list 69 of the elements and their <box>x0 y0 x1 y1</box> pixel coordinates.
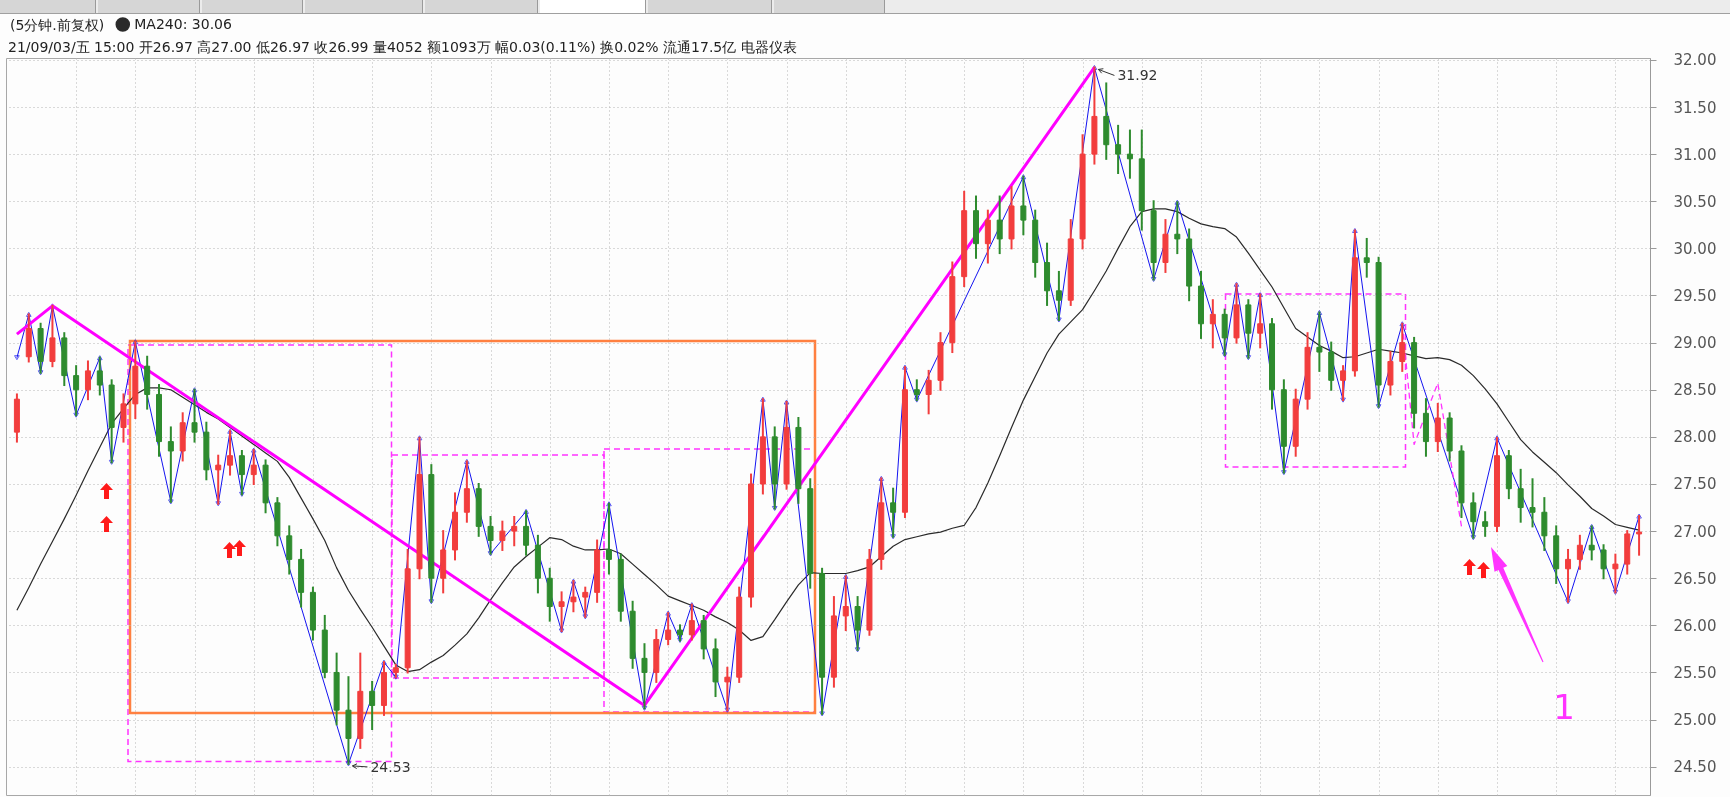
y-tick-label: 25.00 <box>1673 711 1717 730</box>
candlestick <box>1612 553 1619 594</box>
candlestick <box>238 450 245 496</box>
y-tick-label: 28.50 <box>1673 381 1717 400</box>
y-tick-label: 30.00 <box>1673 239 1717 258</box>
y-tick-label: 27.50 <box>1673 475 1717 494</box>
legend-label: MA240: 30.06 <box>134 15 232 32</box>
y-tick-label: 29.50 <box>1673 287 1717 305</box>
candlestick <box>511 515 518 547</box>
y-tick-label: 31.50 <box>1673 98 1717 117</box>
candlestick <box>1387 351 1394 396</box>
candlestick <box>1257 293 1264 349</box>
y-tick-label: 32.00 <box>1673 51 1717 70</box>
candlestick <box>167 426 174 503</box>
candlestick <box>1434 402 1441 452</box>
candlestick <box>890 487 897 538</box>
candlestick <box>1565 548 1572 603</box>
candlestick <box>499 520 506 551</box>
candlestick <box>1529 478 1536 528</box>
y-tick-label: 24.50 <box>1673 758 1717 777</box>
candlestick <box>724 666 731 712</box>
candlestick <box>1588 525 1595 561</box>
y-tick-label: 28.00 <box>1673 428 1717 447</box>
candlestick <box>1363 237 1370 278</box>
candlestick <box>84 360 91 401</box>
annotation: 1 <box>1553 687 1575 727</box>
y-tick-label: 29.00 <box>1673 334 1717 353</box>
y-tick-label: 31.00 <box>1673 145 1717 164</box>
candlestick <box>1340 365 1347 402</box>
candlestick <box>250 449 257 485</box>
chart-subtitle: 21/09/03/五 15:00 开26.97 高27.00 低26.97 收26.99 量4052 额1093万 幅0.03(0.11%) 换0.02% 流通17.5亿 电器仪表 <box>8 39 797 55</box>
candlestick <box>558 591 565 633</box>
candlestick <box>688 603 695 641</box>
candlestick <box>665 612 672 646</box>
candlestick <box>1482 511 1489 537</box>
candlestick <box>1600 544 1607 580</box>
candlestick <box>1126 129 1133 179</box>
y-tick-label: 27.00 <box>1673 522 1717 541</box>
y-tick-label: 30.50 <box>1673 192 1717 211</box>
candlestick <box>1576 534 1583 570</box>
candlestick <box>854 596 861 651</box>
candlestick <box>369 680 376 731</box>
candlestick <box>925 369 932 415</box>
chart-title: (5分钟.前复权) <box>10 17 105 33</box>
y-tick-label: 25.50 <box>1673 663 1717 682</box>
candlestick <box>1221 308 1228 356</box>
candlestick <box>487 515 494 555</box>
annotation: 24.53 <box>370 758 411 775</box>
candlestick <box>1517 468 1524 523</box>
candlestick <box>215 454 222 505</box>
candlestick <box>1541 497 1548 551</box>
candlestick <box>1115 124 1122 174</box>
candlestick <box>227 430 234 476</box>
candlestick <box>984 209 991 264</box>
candlestick <box>120 393 127 443</box>
candlestick <box>1174 201 1181 255</box>
candlestick <box>913 379 920 402</box>
candlestick <box>582 586 589 618</box>
candlestick <box>1470 492 1477 539</box>
candlestick <box>1209 299 1216 349</box>
annotation: 31.92 <box>1117 67 1158 84</box>
candlestick <box>842 575 849 632</box>
y-tick-label: 26.50 <box>1673 569 1717 588</box>
candlestick <box>570 580 577 613</box>
candlestick <box>1055 270 1062 321</box>
candlestick <box>523 510 530 556</box>
candlestick <box>996 195 1003 255</box>
y-tick-label: 26.00 <box>1673 616 1717 635</box>
candlestick <box>286 525 293 575</box>
